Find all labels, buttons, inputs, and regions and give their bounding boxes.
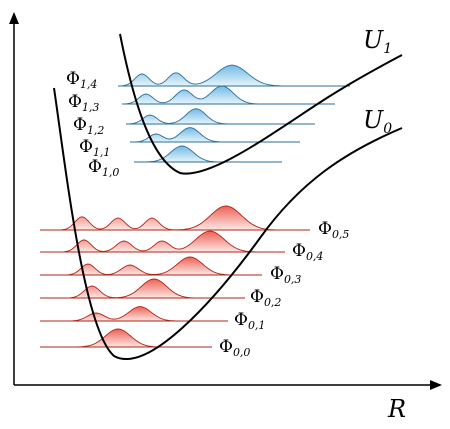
- upper-state-wavefunction: [130, 127, 300, 143]
- lower-state-wavefunction: [40, 230, 285, 253]
- curve-label-u0: U0: [363, 106, 392, 137]
- state-label-phi-1-0: Φ1,0: [88, 157, 119, 179]
- upper-state-wavefunction: [125, 108, 315, 125]
- lower-state-wavefunctions: [40, 205, 310, 348]
- state-label-phi-0-4: Φ0,4: [292, 241, 323, 263]
- state-label-phi-1-4: Φ1,4: [66, 69, 97, 91]
- x-axis-label: R: [387, 395, 406, 423]
- state-label-phi-1-3: Φ1,3: [68, 92, 99, 114]
- potential-curve-u1: [119, 33, 403, 175]
- state-label-phi-1-2: Φ1,2: [73, 115, 104, 137]
- curve-label-u1: U1: [363, 26, 392, 57]
- upper-state-wavefunction: [121, 85, 335, 105]
- upper-state-wavefunctions: [117, 64, 350, 163]
- lower-state-wavefunction: [40, 278, 245, 299]
- lower-state-wavefunction: [40, 328, 212, 348]
- state-label-phi-0-0: Φ0,0: [219, 337, 250, 359]
- state-label-phi-0-3: Φ0,3: [270, 264, 301, 286]
- potential-curve-u0: [53, 87, 403, 360]
- lower-state-wavefunction: [40, 256, 262, 276]
- state-label-phi-0-5: Φ0,5: [318, 219, 349, 241]
- upper-state-wavefunction: [134, 145, 282, 163]
- upper-state-wavefunction: [117, 64, 350, 87]
- state-label-phi-0-1: Φ0,1: [234, 310, 265, 332]
- state-label-phi-1-1: Φ1,1: [79, 137, 110, 159]
- state-label-phi-0-2: Φ0,2: [250, 287, 281, 309]
- lower-state-wavefunction: [40, 306, 228, 322]
